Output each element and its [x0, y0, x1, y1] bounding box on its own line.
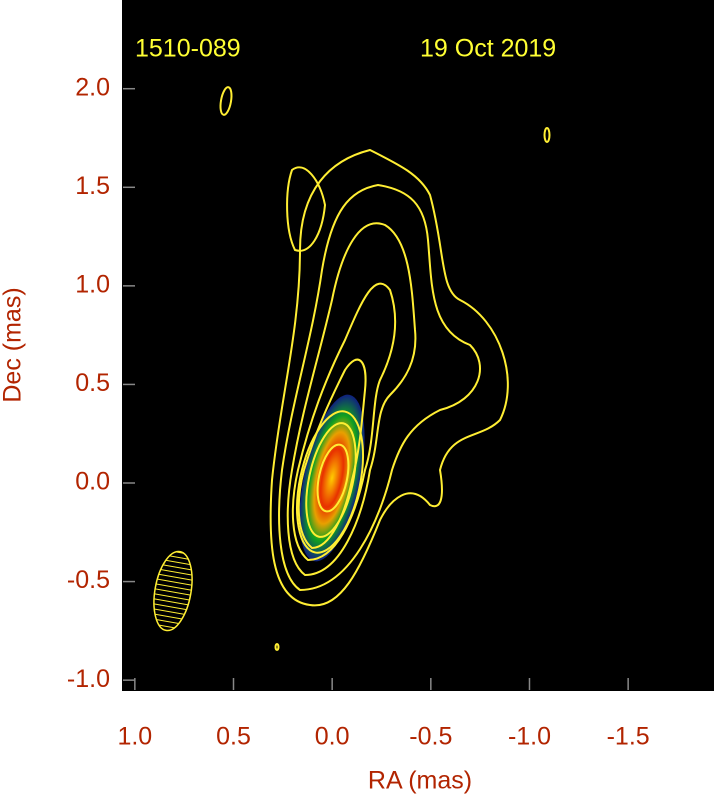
- y-axis-label: Dec (mas): [0, 287, 27, 402]
- y-tick-label: 0.0: [75, 468, 110, 496]
- y-tick-label: 1.5: [75, 172, 110, 200]
- y-tick-label: 2.0: [75, 73, 110, 101]
- y-tick-label: 0.5: [75, 369, 110, 397]
- annotation: 1510-089: [135, 35, 241, 63]
- x-tick-label: -1.0: [508, 723, 551, 751]
- plot-area: [122, 0, 714, 691]
- y-tick-label: 1.0: [75, 270, 110, 298]
- x-tick-label: -0.5: [409, 723, 452, 751]
- y-tick-label: -1.0: [67, 665, 110, 693]
- x-axis-label: RA (mas): [368, 767, 472, 795]
- annotation: 19 Oct 2019: [420, 35, 556, 63]
- x-tick-label: 0.5: [216, 723, 251, 751]
- x-tick-label: 1.0: [117, 723, 152, 751]
- y-tick-label: -0.5: [67, 566, 110, 594]
- x-tick-label: -1.5: [607, 723, 650, 751]
- x-tick-label: 0.0: [315, 723, 350, 751]
- contours: [153, 86, 551, 651]
